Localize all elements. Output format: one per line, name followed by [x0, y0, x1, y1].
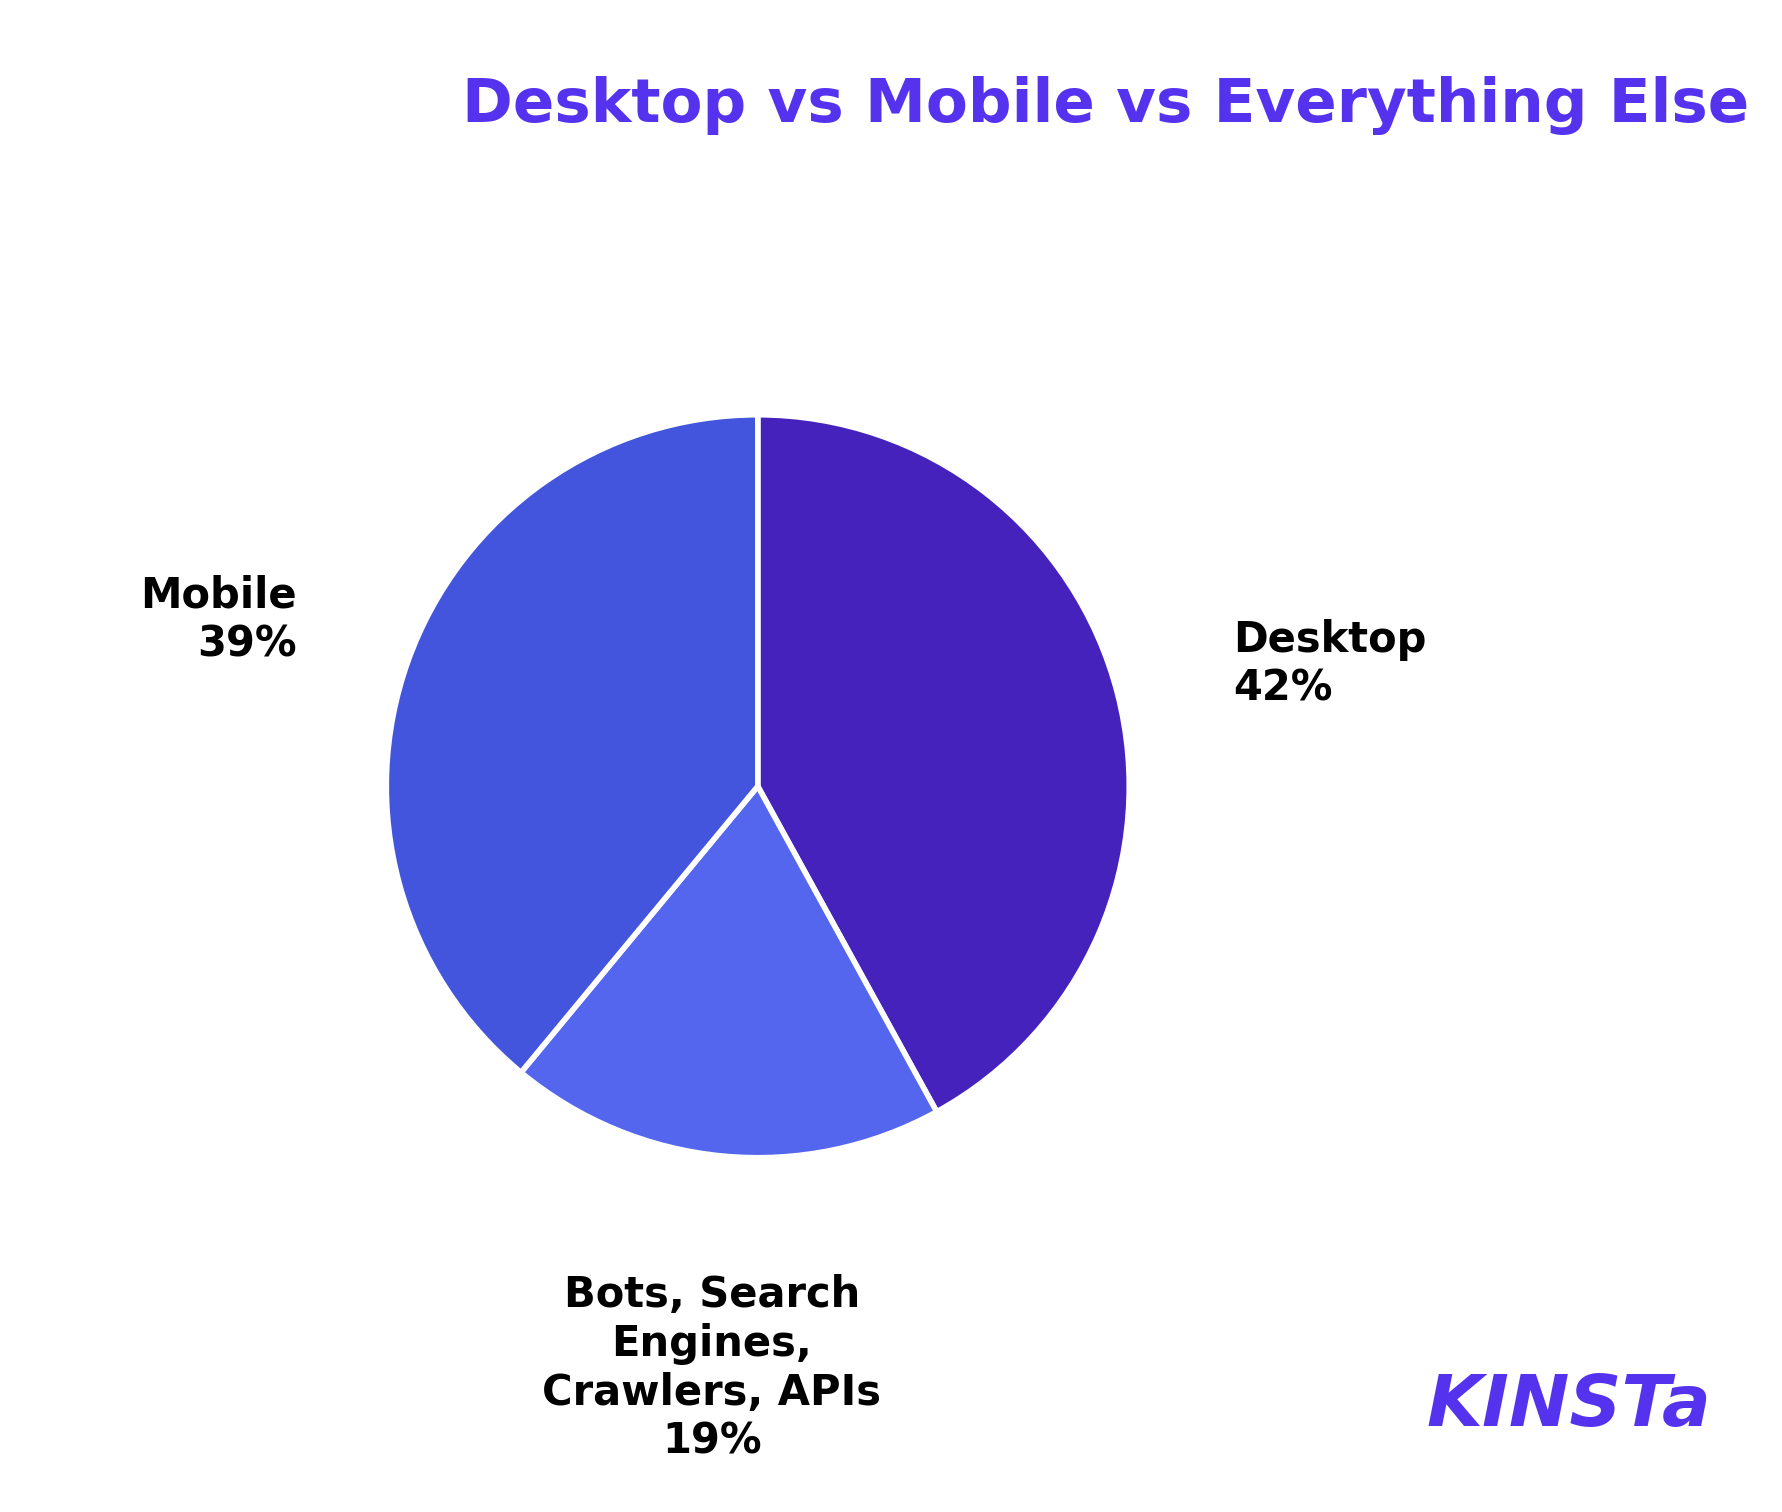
- Text: Desktop
42%: Desktop 42%: [1231, 618, 1426, 709]
- Wedge shape: [387, 414, 757, 1072]
- Text: Mobile
39%: Mobile 39%: [139, 575, 296, 665]
- Wedge shape: [520, 786, 936, 1158]
- Wedge shape: [757, 414, 1128, 1111]
- Text: KINSTa: KINSTa: [1426, 1371, 1711, 1441]
- Text: Bots, Search
Engines,
Crawlers, APIs
19%: Bots, Search Engines, Crawlers, APIs 19%: [542, 1275, 880, 1462]
- Text: Desktop vs Mobile vs Everything Else: Desktop vs Mobile vs Everything Else: [462, 76, 1748, 135]
